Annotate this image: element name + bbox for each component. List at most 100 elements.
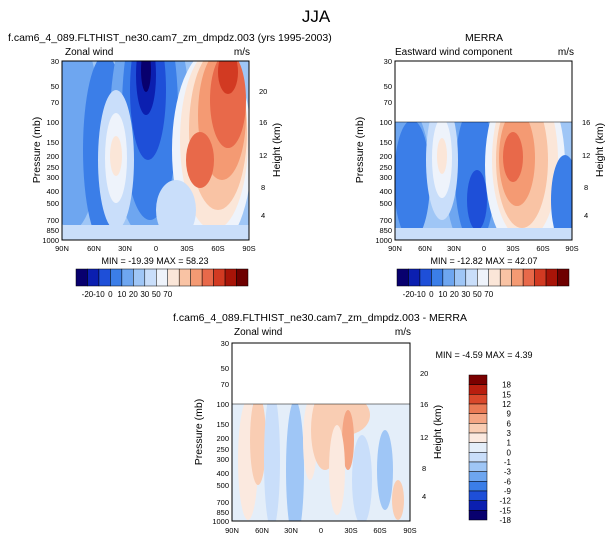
x-tick: 60S — [373, 526, 386, 535]
colorbar-swatch — [468, 442, 488, 453]
y2-tick: 8 — [584, 183, 588, 192]
y-tick: 1000 — [42, 236, 59, 245]
colorbar-swatch — [419, 268, 432, 287]
colorbar-tick-label: -1 — [504, 458, 512, 467]
y2-tick: 4 — [422, 492, 426, 501]
colorbar-tick-label: 6 — [507, 419, 512, 428]
x-tick: 30N — [447, 244, 461, 253]
y-tick: 100 — [379, 118, 392, 127]
panel-obs-y2-ticks: 16 12 8 4 — [582, 118, 590, 220]
y2-tick: 16 — [582, 118, 590, 127]
y-tick: 200 — [46, 152, 59, 161]
y2-tick: 20 — [420, 369, 428, 378]
panel-obs-left-label: Eastward wind component — [395, 47, 513, 58]
colorbar-tick-label: -6 — [504, 477, 512, 486]
panel-obs-colorbar: -20 -10 0 10 20 30 50 70 — [396, 268, 570, 299]
colorbar-tick-label: 18 — [502, 381, 511, 390]
x-tick: 90S — [403, 526, 416, 535]
panel-model-y-ticks: 30 50 70 100 150 200 250 300 400 500 700… — [42, 57, 59, 245]
colorbar-swatch — [156, 268, 168, 287]
panel-model-minmax: MIN = -19.39 MAX = 58.23 — [101, 256, 208, 266]
y-tick: 300 — [379, 173, 392, 182]
y-tick: 1000 — [375, 236, 392, 245]
panel-diff: f.cam6_4_089.FLTHIST_ne30.cam7_zm_dmpdz.… — [173, 312, 533, 535]
colorbar-tick-label: -12 — [499, 497, 511, 506]
panel-model: f.cam6_4_089.FLTHIST_ne30.cam7_zm_dmpdz.… — [8, 32, 332, 299]
y-tick: 50 — [384, 82, 392, 91]
colorbar-tick-label: -18 — [499, 516, 511, 525]
panel-diff-y2-ticks: 20 16 12 8 4 — [420, 369, 428, 501]
figure-title: JJA — [302, 7, 331, 26]
panel-model-left-label: Zonal wind — [65, 47, 113, 58]
y-tick: 500 — [216, 481, 229, 490]
colorbar-tick-label: 1 — [507, 439, 512, 448]
y-tick: 700 — [379, 216, 392, 225]
y-tick: 250 — [379, 163, 392, 172]
y-tick: 150 — [379, 138, 392, 147]
colorbar-tick-label: 50 — [473, 290, 482, 299]
colorbar-swatch — [87, 268, 100, 287]
colorbar-swatch — [468, 471, 488, 482]
colorbar-swatch — [121, 268, 134, 287]
colorbar-swatch — [488, 268, 501, 287]
x-tick: 60N — [418, 244, 432, 253]
colorbar-swatch — [190, 268, 203, 287]
y2-tick: 12 — [420, 433, 428, 442]
colorbar-tick-label: -9 — [504, 487, 512, 496]
panel-diff-right-label: m/s — [395, 327, 411, 338]
panel-obs-ylabel: Pressure (mb) — [354, 117, 366, 184]
colorbar-swatch — [98, 268, 111, 287]
x-tick: 0 — [319, 526, 323, 535]
y-tick: 400 — [216, 469, 229, 478]
colorbar-swatch — [454, 268, 467, 287]
y2-tick: 20 — [259, 87, 267, 96]
y-tick: 30 — [384, 57, 392, 66]
x-tick: 60S — [536, 244, 549, 253]
colorbar-swatch — [167, 268, 180, 287]
colorbar-swatch — [408, 268, 421, 287]
colorbar-swatch — [477, 268, 489, 287]
colorbar-tick-label: 30 — [461, 290, 470, 299]
colorbar-tick-label: 15 — [502, 390, 511, 399]
colorbar-tick-label: 0 — [507, 448, 512, 457]
colorbar-swatch — [178, 268, 191, 287]
colorbar-tick-label: 70 — [163, 290, 172, 299]
y2-tick: 4 — [261, 211, 265, 220]
colorbar-swatch — [534, 268, 547, 287]
y-tick: 50 — [51, 82, 59, 91]
y-tick: 150 — [216, 420, 229, 429]
colorbar-tick-label: -3 — [504, 468, 512, 477]
colorbar-tick-label: 0 — [429, 290, 434, 299]
panel-model-ylabel: Pressure (mb) — [31, 117, 43, 184]
colorbar-swatch — [468, 403, 488, 414]
y2-tick: 8 — [261, 183, 265, 192]
y2-tick: 4 — [584, 211, 588, 220]
panel-obs-contours — [395, 122, 572, 240]
colorbar-swatch — [557, 268, 570, 287]
panel-obs-minmax: MIN = -12.82 MAX = 42.07 — [430, 256, 537, 266]
colorbar-tick-label: 70 — [484, 290, 493, 299]
x-tick: 30S — [180, 244, 193, 253]
y-tick: 500 — [46, 199, 59, 208]
panel-diff-x-ticks: 90N 60N 30N 0 30S 60S 90S — [225, 526, 417, 535]
panel-diff-contours — [232, 404, 410, 521]
panel-obs-x-ticks: 90N 60N 30N 0 30S 60S 90S — [388, 244, 579, 253]
y-tick: 70 — [221, 380, 229, 389]
colorbar-swatch — [236, 268, 249, 287]
x-tick: 60S — [211, 244, 224, 253]
x-tick: 90S — [242, 244, 255, 253]
colorbar-swatch — [144, 268, 157, 287]
y-tick: 300 — [216, 455, 229, 464]
x-tick: 90N — [388, 244, 402, 253]
x-tick: 30N — [118, 244, 132, 253]
colorbar-swatch — [468, 432, 488, 443]
colorbar-tick-label: 20 — [129, 290, 138, 299]
y-tick: 1000 — [212, 517, 229, 526]
y-tick: 850 — [379, 226, 392, 235]
colorbar-swatch — [468, 413, 488, 424]
colorbar-swatch — [468, 384, 488, 395]
x-tick: 90N — [55, 244, 69, 253]
colorbar-swatch — [431, 268, 444, 287]
colorbar-swatch — [545, 268, 558, 287]
